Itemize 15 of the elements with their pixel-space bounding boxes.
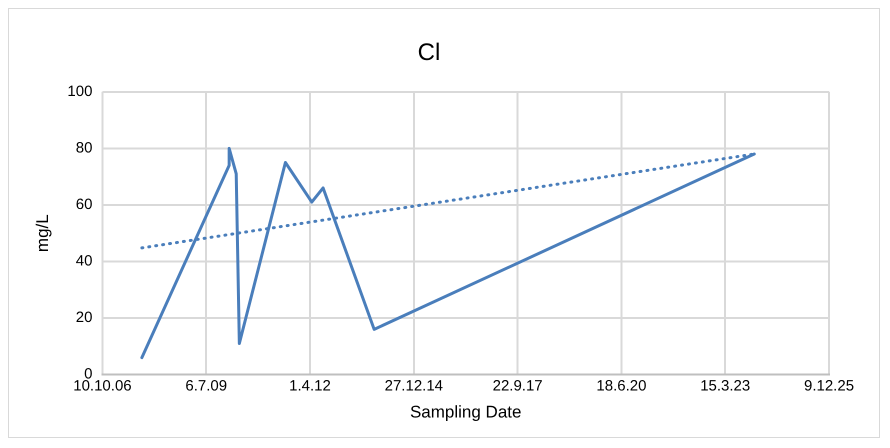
y-tick-label: 60: [76, 196, 92, 214]
y-tick-label: 40: [76, 252, 92, 270]
x-tick-label: 22.9.17: [492, 378, 543, 395]
x-tick-label: 6.7.09: [185, 378, 228, 395]
chart-title: Cl: [418, 39, 440, 66]
x-tick-label: 27.12.14: [384, 378, 444, 395]
y-axis-title: mg/L: [32, 214, 52, 252]
y-tick-label: 80: [76, 140, 92, 156]
x-tick-label: 1.4.12: [289, 378, 331, 395]
y-tick-label: 20: [76, 309, 92, 326]
x-tick-label: 9.12.25: [804, 378, 854, 395]
x-tick-label: 15.3.23: [700, 378, 750, 395]
x-axis-title: Sampling Date: [410, 402, 522, 422]
y-tick-label: 100: [67, 82, 92, 100]
x-tick-label: 18.6.20: [596, 378, 646, 395]
